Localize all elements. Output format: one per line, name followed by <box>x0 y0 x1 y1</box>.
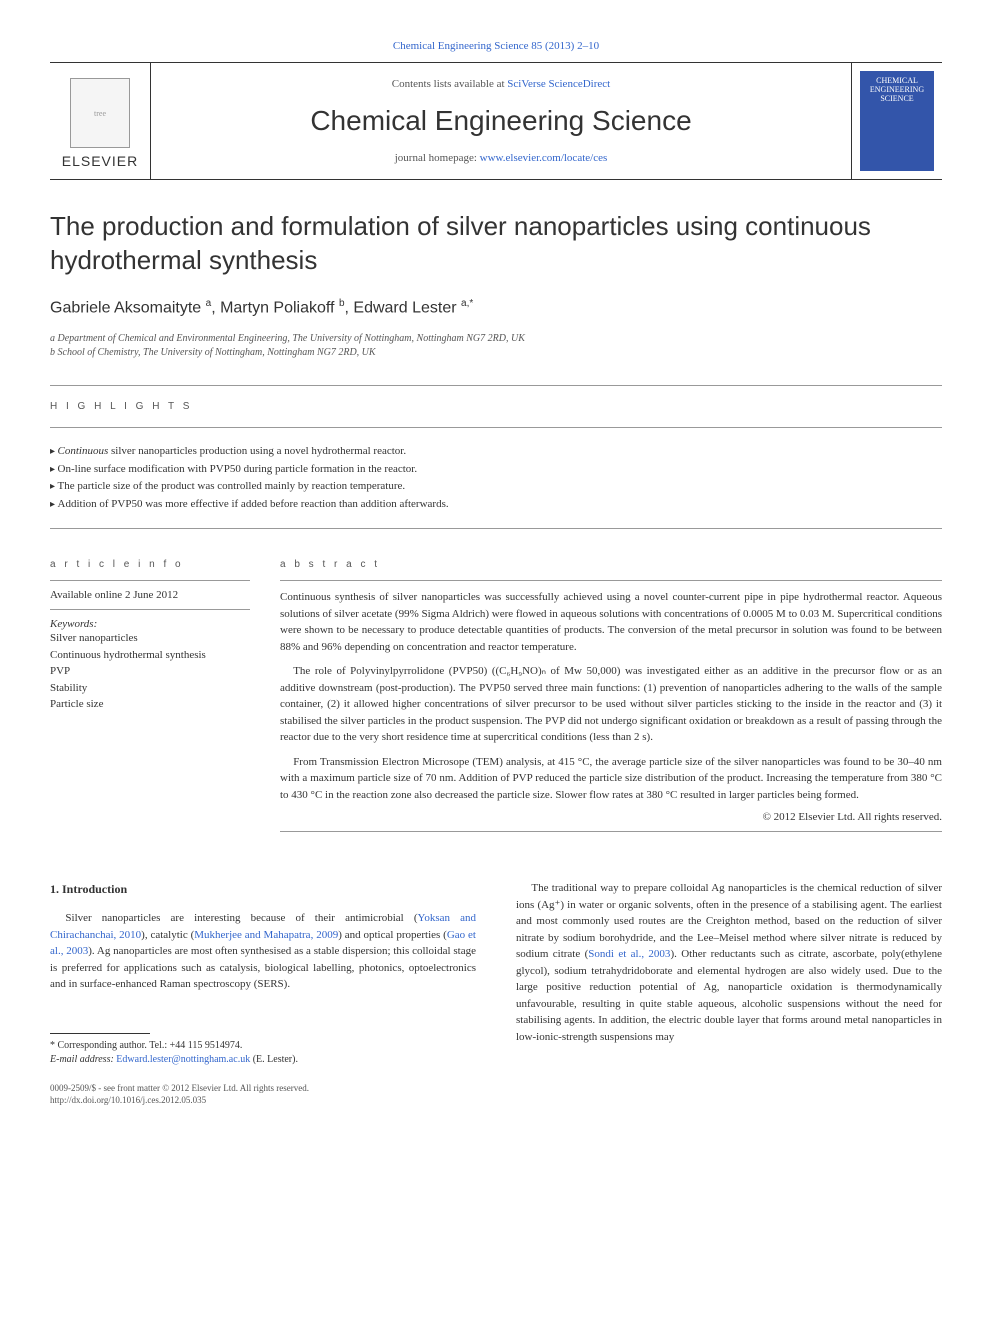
journal-cover-thumb: CHEMICAL ENGINEERING SCIENCE <box>852 63 942 179</box>
affiliations: a Department of Chemical and Environment… <box>50 332 942 360</box>
header-center: Contents lists available at SciVerse Sci… <box>150 63 852 179</box>
divider <box>50 427 942 428</box>
highlight-item: ▸ Continuous silver nanoparticles produc… <box>50 443 942 461</box>
abstract-text: Continuous synthesis of silver nanoparti… <box>280 589 942 803</box>
email-attribution: (E. Lester). <box>250 1054 298 1065</box>
article-info-heading: a r t i c l e i n f o <box>50 559 250 570</box>
email-label: E-mail address: <box>50 1054 116 1065</box>
info-abstract-row: a r t i c l e i n f o Available online 2… <box>50 544 942 840</box>
publisher-name: ELSEVIER <box>62 153 138 169</box>
highlight-item: ▸ Addition of PVP50 was more effective i… <box>50 496 942 514</box>
abstract-column: a b s t r a c t Continuous synthesis of … <box>280 544 942 840</box>
corresponding-author: * Corresponding author. Tel.: +44 115 95… <box>50 1039 476 1053</box>
abstract-copyright: © 2012 Elsevier Ltd. All rights reserved… <box>280 811 942 823</box>
authors-list: Gabriele Aksomaityte a, Martyn Poliakoff… <box>50 298 942 317</box>
contents-label: Contents lists available at <box>392 78 507 90</box>
journal-header-container: tree ELSEVIER Contents lists available a… <box>50 62 942 180</box>
highlights-heading: H I G H L I G H T S <box>50 401 942 412</box>
homepage-label: journal homepage: <box>395 152 480 164</box>
intro-left-para: Silver nanoparticles are interesting bec… <box>50 910 476 993</box>
keyword: Silver nanoparticles <box>50 630 250 647</box>
body-two-col: 1. Introduction Silver nanoparticles are… <box>50 880 942 1107</box>
affiliation-a: a Department of Chemical and Environment… <box>50 332 942 346</box>
citation-link[interactable]: Mukherjee and Mahapatra, 2009 <box>194 929 338 941</box>
intro-heading: 1. Introduction <box>50 880 476 898</box>
divider <box>50 528 942 529</box>
citation-link[interactable]: Sondi et al., 2003 <box>588 948 670 960</box>
article-info-column: a r t i c l e i n f o Available online 2… <box>50 544 250 840</box>
body-left-column: 1. Introduction Silver nanoparticles are… <box>50 880 476 1107</box>
keywords-label: Keywords: <box>50 618 250 630</box>
footer-divider <box>50 1033 150 1034</box>
issn-line: 0009-2509/$ - see front matter © 2012 El… <box>50 1082 476 1095</box>
homepage-link-line: journal homepage: www.elsevier.com/locat… <box>171 152 831 164</box>
journal-citation[interactable]: Chemical Engineering Science 85 (2013) 2… <box>50 40 942 52</box>
abstract-paragraph: Continuous synthesis of silver nanoparti… <box>280 589 942 655</box>
keywords-list: Silver nanoparticlesContinuous hydrother… <box>50 630 250 713</box>
corresponding-email[interactable]: Edward.lester@nottingham.ac.uk <box>116 1054 250 1065</box>
contents-link-line: Contents lists available at SciVerse Sci… <box>171 78 831 90</box>
keyword: Continuous hydrothermal synthesis <box>50 647 250 664</box>
journal-title: Chemical Engineering Science <box>171 105 831 137</box>
elsevier-tree-icon: tree <box>70 78 130 148</box>
sciencedirect-link[interactable]: SciVerse ScienceDirect <box>507 78 610 90</box>
pub-date: Available online 2 June 2012 <box>50 589 250 601</box>
highlight-item: ▸ On-line surface modification with PVP5… <box>50 461 942 479</box>
doi-line[interactable]: http://dx.doi.org/10.1016/j.ces.2012.05.… <box>50 1094 476 1107</box>
body-right-column: The traditional way to prepare colloidal… <box>516 880 942 1107</box>
publisher-logo: tree ELSEVIER <box>50 63 150 179</box>
affiliation-b: b School of Chemistry, The University of… <box>50 346 942 360</box>
intro-right-para: The traditional way to prepare colloidal… <box>516 880 942 1045</box>
divider <box>50 385 942 386</box>
abstract-paragraph: From Transmission Electron Microsope (TE… <box>280 754 942 804</box>
divider <box>280 580 942 581</box>
divider <box>280 831 942 832</box>
keyword: Particle size <box>50 696 250 713</box>
footer-meta: 0009-2509/$ - see front matter © 2012 El… <box>50 1082 476 1107</box>
email-line: E-mail address: Edward.lester@nottingham… <box>50 1053 476 1067</box>
divider <box>50 580 250 581</box>
highlights-list: ▸ Continuous silver nanoparticles produc… <box>50 443 942 513</box>
homepage-url[interactable]: www.elsevier.com/locate/ces <box>480 152 608 164</box>
footer-section: * Corresponding author. Tel.: +44 115 95… <box>50 1033 476 1107</box>
keyword: Stability <box>50 680 250 697</box>
divider <box>50 609 250 610</box>
highlight-item: ▸ The particle size of the product was c… <box>50 478 942 496</box>
cover-image: CHEMICAL ENGINEERING SCIENCE <box>860 71 934 171</box>
abstract-paragraph: The role of Polyvinylpyrrolidone (PVP50)… <box>280 663 942 746</box>
article-title: The production and formulation of silver… <box>50 210 942 278</box>
keyword: PVP <box>50 663 250 680</box>
abstract-heading: a b s t r a c t <box>280 559 942 570</box>
